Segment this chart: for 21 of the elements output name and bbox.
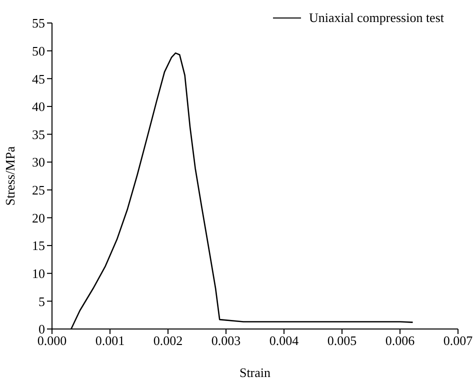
legend-label: Uniaxial compression test: [308, 10, 444, 26]
y-axis-title: Stress/MPa: [2, 146, 18, 206]
x-tick-label: 0.007: [443, 333, 474, 348]
y-tick-label: 40: [32, 99, 45, 114]
y-tick-label: 5: [38, 294, 45, 309]
y-tick-label: 20: [32, 210, 45, 226]
y-tick-label: 35: [32, 126, 45, 142]
y-tick-label: 50: [32, 43, 45, 58]
y-tick-label: 55: [32, 16, 45, 31]
y-tick-label: 25: [32, 182, 45, 198]
x-tick-label: 0.005: [327, 333, 357, 348]
x-tick-label: 0.006: [385, 333, 416, 348]
y-tick-label: 30: [32, 154, 45, 170]
y-tick-label: 15: [32, 238, 45, 254]
x-tick-label: 0.002: [153, 333, 183, 348]
y-tick-label: 10: [32, 266, 45, 281]
x-axis-title: Strain: [239, 365, 272, 380]
y-tick-label: 45: [32, 71, 45, 86]
x-tick-label: 0.003: [211, 333, 241, 348]
x-tick-label: 0.004: [269, 333, 300, 348]
x-tick-label: 0.001: [95, 333, 125, 348]
